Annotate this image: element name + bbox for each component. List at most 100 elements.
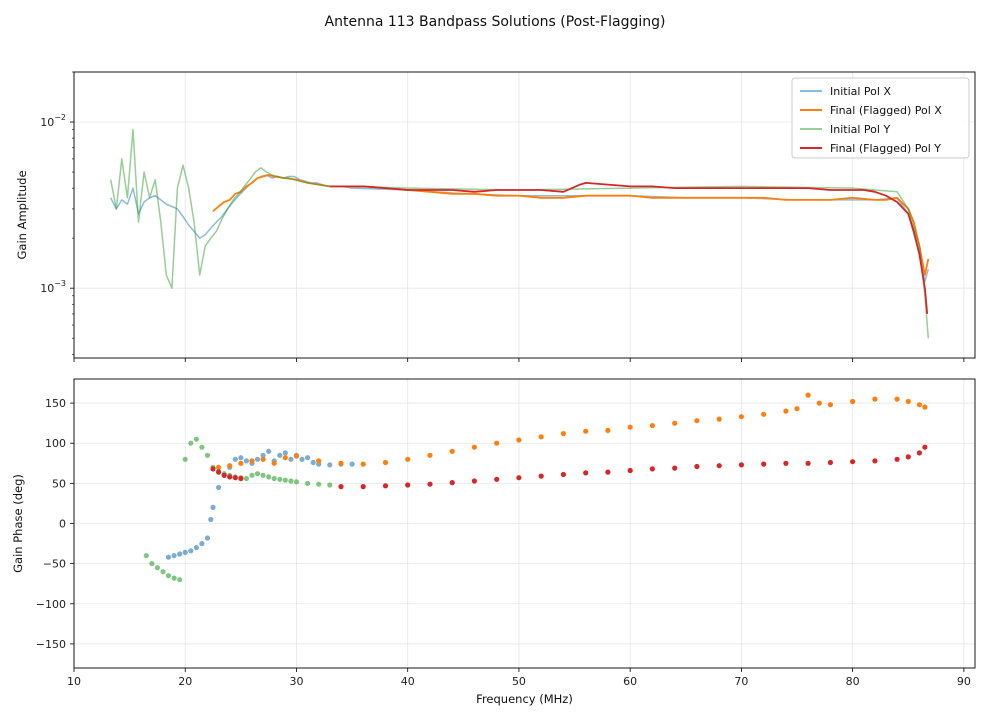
phase-point bbox=[382, 483, 389, 489]
amplitude-series-line-initial-pol-y bbox=[109, 128, 930, 339]
legend: Initial Pol X Final (Flagged) Pol X Initia… bbox=[791, 77, 970, 159]
phase-series-initial-pol-y bbox=[143, 436, 333, 583]
phase-point bbox=[560, 431, 567, 437]
phase-point bbox=[260, 456, 266, 462]
phase-point bbox=[449, 448, 455, 454]
phase-point bbox=[827, 402, 834, 408]
phase-point bbox=[583, 470, 589, 476]
phase-point bbox=[288, 456, 294, 462]
phase-point bbox=[827, 459, 834, 466]
phase-point bbox=[805, 392, 811, 398]
amplitude-series-line-final-flagged-pol-y bbox=[329, 182, 929, 314]
phase-point bbox=[227, 474, 233, 480]
phase-y-tick-label: 100 bbox=[45, 437, 66, 450]
phase-point bbox=[282, 477, 288, 483]
phase-series-group bbox=[143, 392, 928, 583]
phase-point bbox=[327, 482, 333, 488]
phase-point bbox=[316, 458, 322, 464]
phase-y-tick-label: 150 bbox=[45, 397, 66, 410]
phase-x-tick-label: 20 bbox=[178, 675, 192, 688]
phase-point bbox=[165, 554, 172, 560]
amplitude-series-group bbox=[109, 128, 930, 339]
phase-point bbox=[154, 565, 160, 571]
phase-point bbox=[538, 473, 544, 479]
phase-point bbox=[894, 396, 900, 402]
phase-point bbox=[305, 455, 311, 461]
phase-point bbox=[922, 404, 928, 410]
phase-point bbox=[160, 569, 166, 575]
phase-x-axis-label: Frequency (MHz) bbox=[476, 692, 573, 706]
phase-point bbox=[360, 461, 366, 467]
phase-point bbox=[583, 428, 589, 434]
phase-point bbox=[277, 476, 283, 482]
phase-point bbox=[627, 467, 633, 474]
phase-point bbox=[171, 575, 177, 581]
phase-x-tick-label: 70 bbox=[734, 675, 748, 688]
phase-point bbox=[254, 471, 261, 477]
phase-point bbox=[165, 573, 172, 579]
phase-point bbox=[494, 476, 500, 482]
phase-point bbox=[360, 484, 366, 490]
phase-point bbox=[243, 458, 249, 464]
amplitude-axes-frame bbox=[73, 71, 976, 359]
phase-point bbox=[672, 465, 678, 471]
legend-label: Initial Pol Y bbox=[830, 123, 890, 136]
phase-point bbox=[922, 444, 928, 450]
phase-y-tick-label: 50 bbox=[52, 477, 66, 490]
phase-point bbox=[193, 545, 199, 551]
phase-point bbox=[783, 408, 789, 414]
phase-point bbox=[210, 466, 216, 472]
phase-point bbox=[649, 423, 656, 429]
phase-x-tick-label: 90 bbox=[957, 675, 971, 688]
legend-label: Final (Flagged) Pol Y bbox=[830, 142, 941, 155]
phase-point bbox=[761, 411, 767, 417]
legend-entry: Initial Pol X bbox=[800, 85, 891, 98]
phase-point bbox=[238, 455, 244, 461]
phase-point bbox=[494, 440, 500, 446]
phase-point bbox=[761, 461, 767, 467]
phase-point bbox=[171, 553, 177, 559]
phase-x-tick-label: 60 bbox=[623, 675, 637, 688]
phase-point bbox=[805, 460, 811, 466]
phase-point bbox=[338, 484, 344, 490]
phase-point bbox=[316, 481, 322, 487]
phase-point bbox=[182, 549, 188, 556]
phase-point bbox=[271, 475, 277, 482]
phase-point bbox=[427, 481, 433, 487]
phase-point bbox=[538, 434, 544, 440]
phase-point bbox=[293, 453, 300, 459]
amplitude-y-tick-label: 10−2 bbox=[40, 113, 66, 129]
phase-point bbox=[427, 452, 433, 458]
phase-point bbox=[254, 456, 261, 462]
phase-point bbox=[282, 455, 288, 461]
phase-point bbox=[816, 400, 822, 406]
phase-point bbox=[299, 456, 305, 462]
phase-point bbox=[338, 460, 344, 466]
phase-point bbox=[249, 472, 255, 478]
phase-point bbox=[143, 553, 149, 559]
phase-point bbox=[694, 463, 700, 470]
figure-title: Antenna 113 Bandpass Solutions (Post-Fla… bbox=[325, 14, 666, 30]
phase-point bbox=[449, 480, 455, 486]
phase-point bbox=[672, 420, 678, 426]
phase-x-tick-label: 10 bbox=[67, 675, 81, 688]
phase-point bbox=[305, 480, 311, 486]
amplitude-y-axis-label: Gain Amplitude bbox=[15, 170, 29, 259]
phase-point bbox=[199, 444, 205, 450]
phase-point bbox=[916, 402, 923, 408]
phase-point bbox=[605, 469, 611, 475]
phase-point bbox=[243, 475, 249, 482]
phase-point bbox=[288, 478, 294, 484]
phase-point bbox=[327, 462, 333, 468]
phase-point bbox=[260, 452, 266, 458]
phase-ticks: 10 20 30 40 50 60 70 80 90 150 100 50 0 −50 −100 −150 bbox=[36, 397, 971, 688]
phase-point bbox=[738, 462, 745, 468]
phase-point bbox=[199, 541, 205, 547]
phase-point bbox=[627, 424, 633, 430]
phase-panel: 10 20 30 40 50 60 70 80 90 150 100 50 0 −50 −100 −150 G… bbox=[11, 378, 976, 706]
amplitude-series-line-final-flagged-pol-x bbox=[212, 174, 930, 276]
phase-point bbox=[204, 535, 211, 541]
phase-point bbox=[149, 561, 155, 567]
phase-y-tick-label: −100 bbox=[36, 598, 66, 611]
phase-point bbox=[605, 427, 611, 433]
